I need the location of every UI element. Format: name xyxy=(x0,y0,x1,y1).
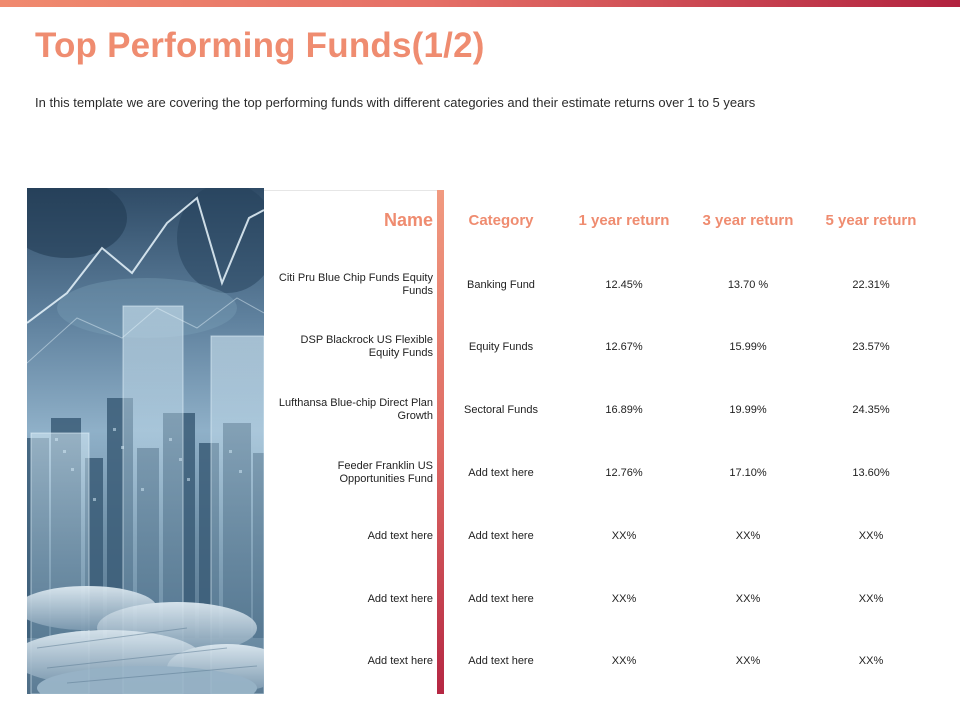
cell-3-year-return: XX% xyxy=(735,592,761,605)
cell-3-year-return: 15.99% xyxy=(729,340,767,353)
cell-1-year-return: 12.67% xyxy=(605,340,643,353)
header-3-year-return: 3 year return xyxy=(702,212,794,229)
cell-5-year-return: 23.57% xyxy=(852,340,890,353)
cell-name: Feeder Franklin US Opportunities Fund xyxy=(337,460,433,485)
cell-3-year-return: 17.10% xyxy=(729,466,767,479)
cell-category: Equity Funds xyxy=(468,340,534,353)
cell-5-year-return: XX% xyxy=(858,592,884,605)
cell-1-year-return: XX% xyxy=(611,654,637,667)
cell-3-year-return: 13.70 % xyxy=(727,278,769,291)
cell-name: Add text here xyxy=(367,654,433,667)
header-1-year-return: 1 year return xyxy=(578,212,670,229)
cell-name: Lufthansa Blue-chip Direct Plan Growth xyxy=(278,397,433,422)
cell-1-year-return: 12.76% xyxy=(605,466,643,479)
cell-3-year-return: 19.99% xyxy=(729,403,767,416)
page-title: Top Performing Funds(1/2) xyxy=(35,26,485,65)
finance-photo xyxy=(27,188,264,694)
header-name: Name xyxy=(383,210,433,230)
top-accent-bar xyxy=(0,0,960,7)
cell-category: Add text here xyxy=(468,529,534,542)
cell-5-year-return: 13.60% xyxy=(852,466,890,479)
cell-1-year-return: XX% xyxy=(611,529,637,542)
cell-1-year-return: XX% xyxy=(611,592,637,605)
cell-name: Citi Pru Blue Chip Funds Equity Funds xyxy=(278,272,433,297)
cell-3-year-return: XX% xyxy=(735,654,761,667)
cell-5-year-return: 24.35% xyxy=(852,403,890,416)
cell-name: DSP Blackrock US Flexible Equity Funds xyxy=(300,334,433,359)
cell-5-year-return: 22.31% xyxy=(852,278,890,291)
cell-category: Sectoral Funds xyxy=(464,403,538,416)
city-coins-illustration xyxy=(27,188,264,694)
cell-1-year-return: 12.45% xyxy=(605,278,643,291)
page-subtitle: In this template we are covering the top… xyxy=(35,95,756,110)
column-divider-bar xyxy=(437,190,444,694)
cell-3-year-return: XX% xyxy=(735,529,761,542)
cell-category: Add text here xyxy=(468,466,534,479)
cell-category: Banking Fund xyxy=(467,278,535,291)
cell-1-year-return: 16.89% xyxy=(605,403,643,416)
cell-5-year-return: XX% xyxy=(858,529,884,542)
table-name-column-panel xyxy=(264,190,440,695)
header-category: Category xyxy=(468,212,534,229)
header-5-year-return: 5 year return xyxy=(825,212,917,229)
cell-name: Add text here xyxy=(367,592,433,605)
cell-5-year-return: XX% xyxy=(858,654,884,667)
cell-category: Add text here xyxy=(468,654,534,667)
cell-name: Add text here xyxy=(367,529,433,542)
cell-category: Add text here xyxy=(468,592,534,605)
